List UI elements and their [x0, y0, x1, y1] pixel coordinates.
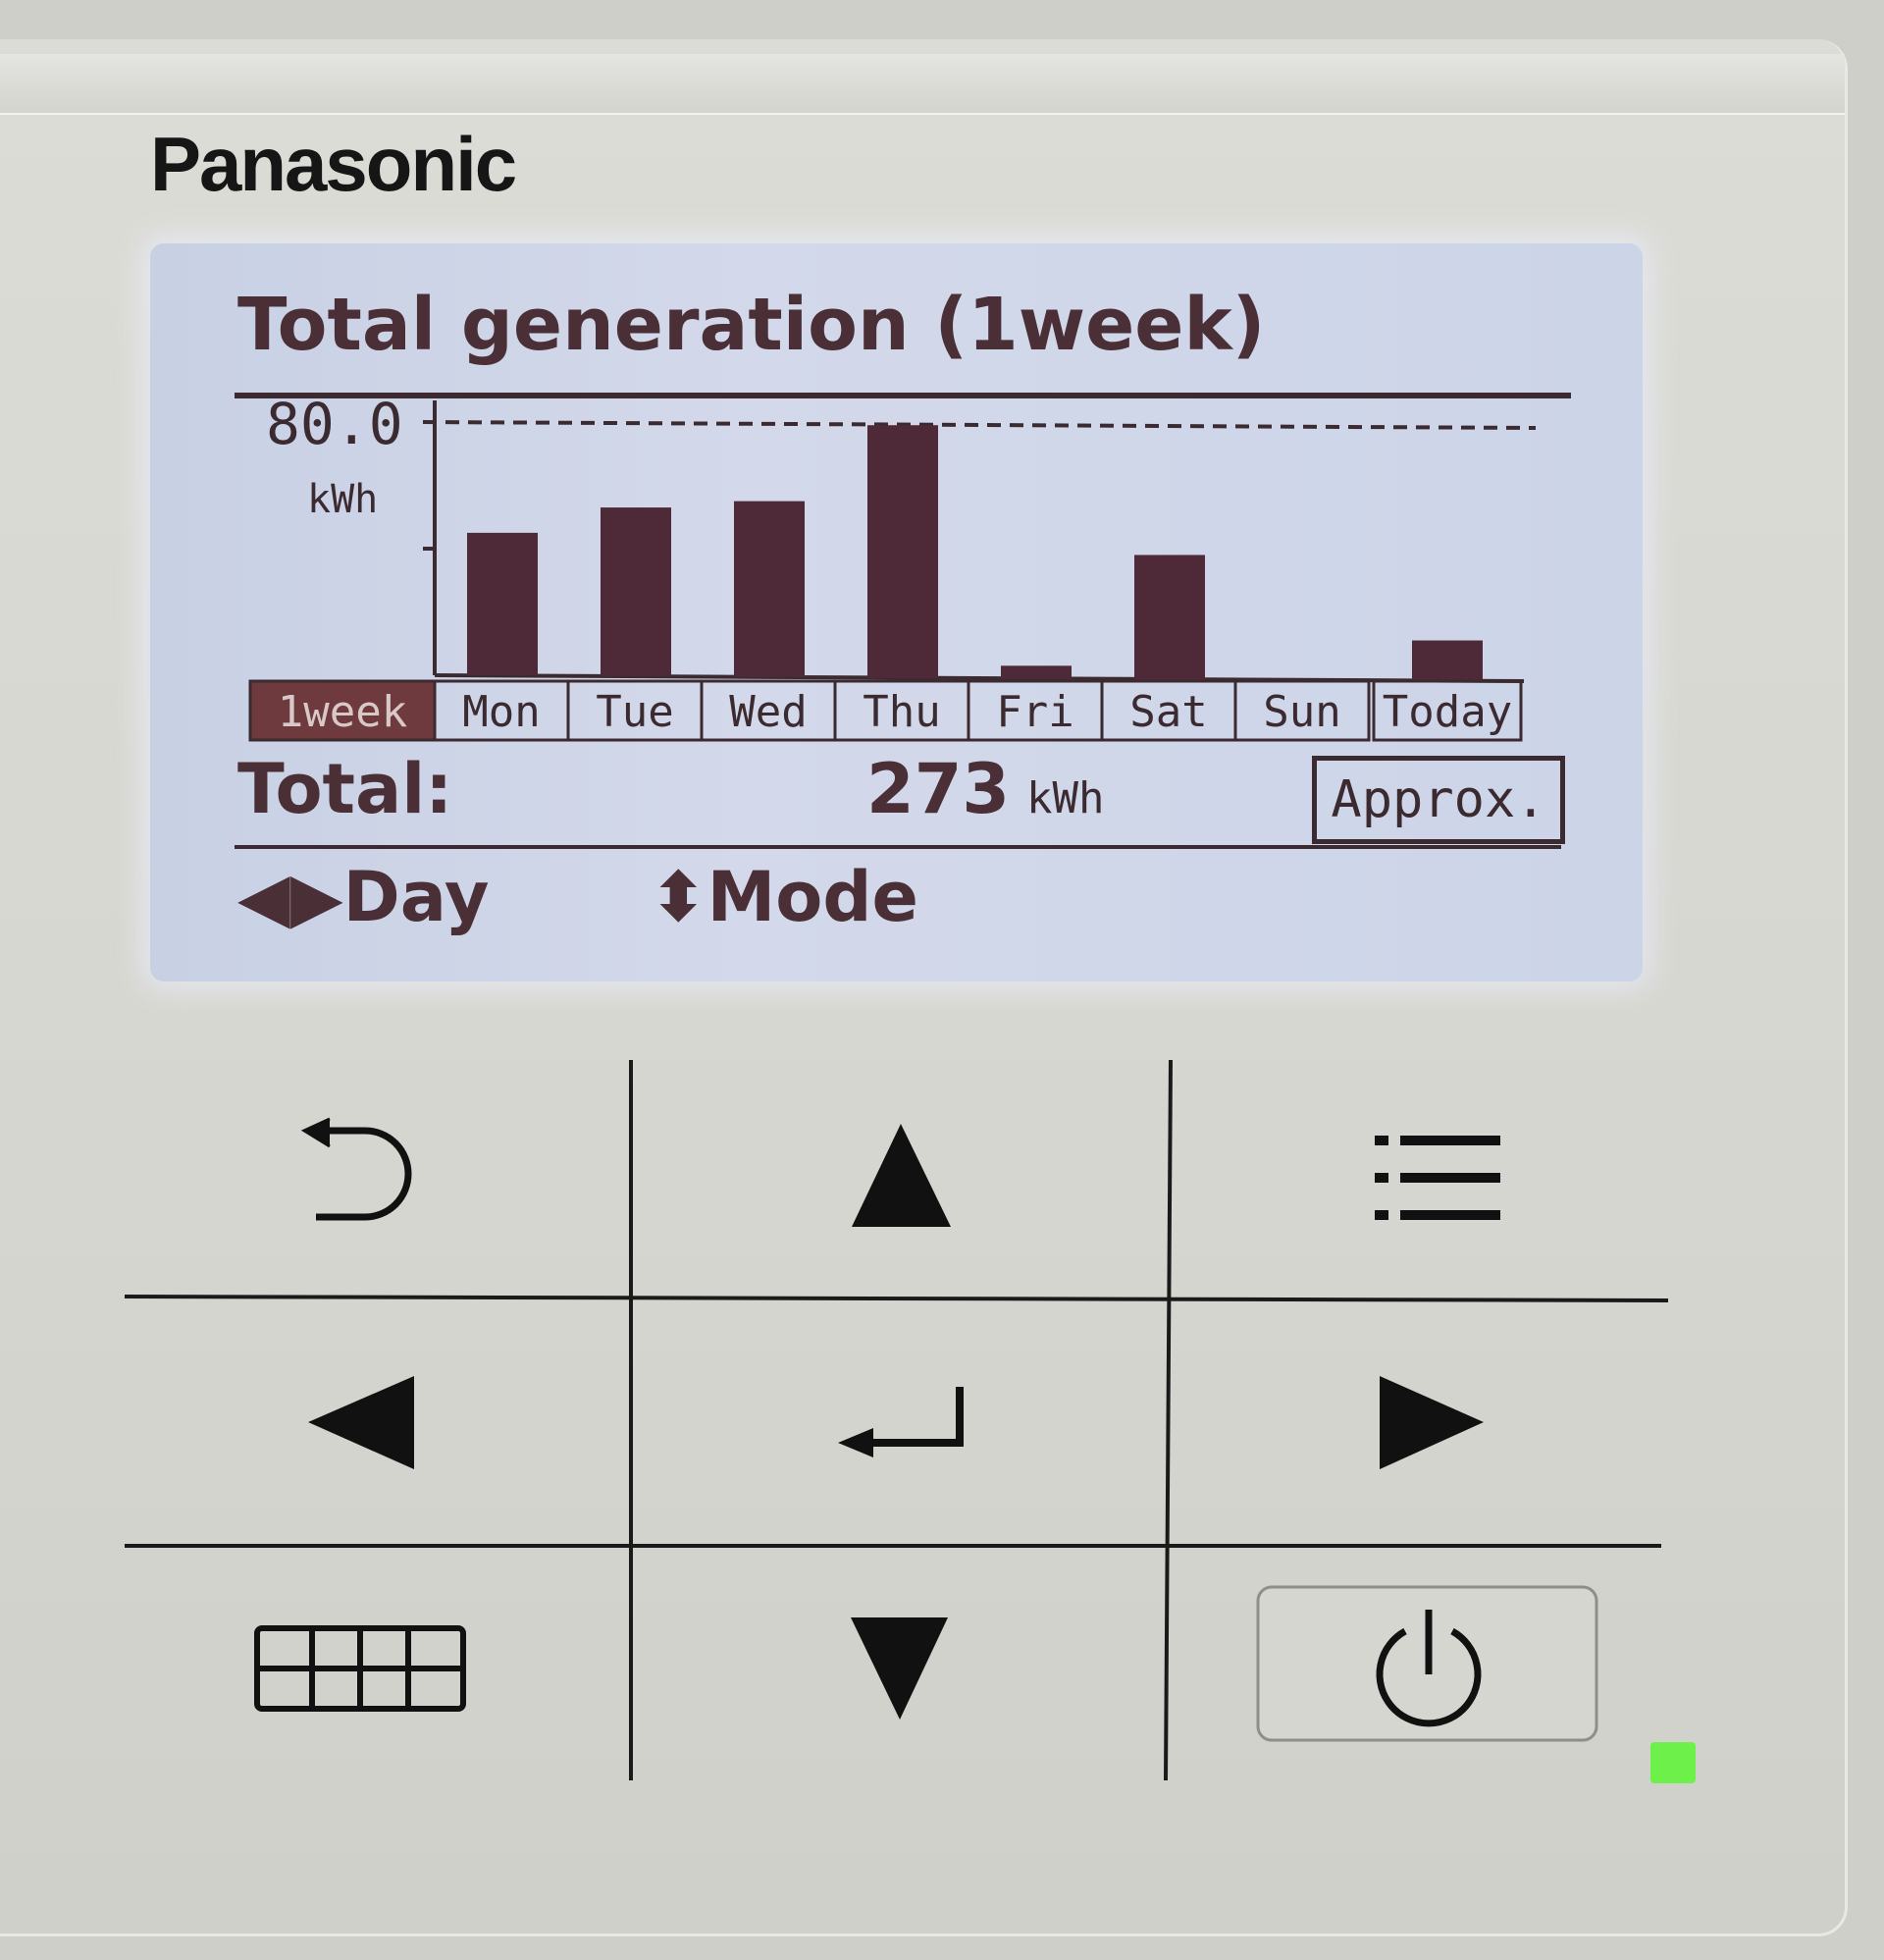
y-axis-unit-label: kWh [307, 477, 379, 522]
bar-thu [867, 425, 938, 678]
bar-tue [601, 507, 671, 676]
tab-label: Tue [596, 687, 673, 737]
day-navigation-hint: ◀▶Day [237, 857, 490, 937]
mode-navigation-hint: ⬍Mode [650, 857, 918, 937]
tab-today[interactable]: Today [1372, 679, 1523, 742]
enter-icon [838, 1387, 964, 1457]
tab-label: Sat [1129, 687, 1207, 737]
tab-wed[interactable]: Wed [700, 679, 837, 742]
total-label: Total: [237, 749, 453, 829]
right-button[interactable] [1175, 1302, 1665, 1543]
screen-title: Total generation (1week) [237, 283, 1266, 367]
y-axis-max-label: 80.0 [266, 391, 403, 457]
up-button[interactable] [635, 1065, 1167, 1293]
tab-box [1233, 679, 1371, 742]
power-button[interactable] [1256, 1585, 1598, 1742]
brand-logo: Panasonic [150, 121, 517, 207]
timer-grid-icon [254, 1625, 466, 1712]
tab-label: Sun [1263, 687, 1340, 737]
total-unit: kWh [1026, 773, 1105, 823]
back-arrow-icon [300, 1117, 412, 1221]
bar-mon [467, 532, 538, 675]
generation-chart: 1week Mon Tue Wed Thu Fri Sat Sun Today [248, 400, 1537, 742]
back-button[interactable] [128, 1065, 628, 1293]
timer-button[interactable] [128, 1550, 628, 1777]
tab-fri[interactable]: Fri [967, 679, 1104, 742]
tab-label: Fri [996, 687, 1073, 737]
total-divider [235, 845, 1561, 849]
down-arrow-icon [851, 1617, 948, 1720]
tab-sun[interactable]: Sun [1233, 679, 1371, 742]
max-reference-line [422, 420, 1537, 430]
tab-label: Mon [462, 687, 540, 737]
tab-label: Thu [863, 687, 940, 737]
tab-label: Today [1383, 687, 1512, 737]
right-arrow-icon [1380, 1376, 1484, 1469]
bar-wed [734, 501, 805, 677]
menu-list-icon [1375, 1136, 1500, 1220]
menu-button[interactable] [1175, 1065, 1665, 1293]
approx-badge: Approx. [1312, 756, 1565, 844]
tab-thu[interactable]: Thu [833, 679, 970, 742]
tab-label: 1week [278, 687, 407, 737]
tab-box [248, 679, 437, 742]
down-button[interactable] [635, 1550, 1165, 1777]
left-arrow-icon [308, 1376, 414, 1469]
up-arrow-icon [852, 1124, 951, 1227]
enter-button[interactable] [635, 1302, 1167, 1543]
bar-today [1412, 640, 1483, 682]
total-value: 273 [866, 749, 1011, 829]
tab-label: Wed [729, 687, 807, 737]
tab-1week[interactable]: 1week [248, 679, 437, 742]
left-button[interactable] [128, 1302, 628, 1543]
bar-sat [1134, 555, 1205, 680]
tab-sat[interactable]: Sat [1100, 679, 1237, 742]
tab-mon[interactable]: Mon [433, 679, 570, 742]
tab-box [1372, 679, 1523, 742]
bar-fri [1001, 665, 1072, 679]
top-edge [0, 54, 1845, 115]
title-divider [235, 393, 1571, 398]
tab-tue[interactable]: Tue [566, 679, 704, 742]
lcd-screen: Total generation (1week) 1week Mon Tue Wed T… [150, 243, 1643, 981]
power-icon [1376, 1610, 1482, 1727]
